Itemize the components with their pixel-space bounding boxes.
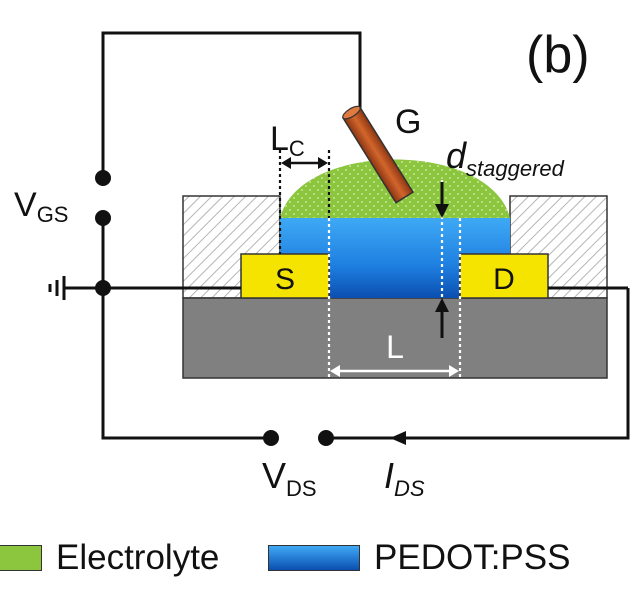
- vgs-label-main: V: [14, 186, 37, 224]
- vds-terminal-right: [318, 430, 334, 446]
- pedot-swatch: [268, 545, 360, 571]
- vgs-label-sub: GS: [37, 202, 69, 227]
- lc-label-sub: C: [289, 136, 305, 161]
- vds-terminal-left: [263, 430, 279, 446]
- vds-label-main: V: [262, 455, 286, 496]
- circuit-wires: [64, 31, 630, 440]
- electrolyte-swatch: [0, 545, 42, 571]
- ground-node: [95, 280, 111, 296]
- legend-pedot-label: PEDOT:PSS: [374, 538, 571, 577]
- legend-electrolyte-label: Electrolyte: [56, 538, 220, 577]
- lc-label-main: L: [270, 120, 289, 158]
- l-label: L: [386, 329, 404, 365]
- drain-label: D: [493, 263, 515, 296]
- legend-pedot: PEDOT:PSS: [268, 538, 570, 578]
- gate-electrode: [341, 105, 415, 204]
- lc-dotted-lines: [278, 150, 331, 254]
- d-staggered-label: dstaggered: [446, 135, 565, 181]
- lc-label: LC: [270, 120, 305, 161]
- legend-electrolyte: Electrolyte: [0, 538, 219, 578]
- vgs-label: VGS: [14, 186, 68, 227]
- ids-label: IDS: [384, 455, 425, 501]
- panel-label: (b): [526, 26, 590, 84]
- vds-label-sub: DS: [286, 476, 317, 501]
- l-dimension-arrow-icon: [330, 365, 459, 377]
- current-arrow-icon: [390, 431, 406, 445]
- ids-label-sub: DS: [394, 476, 425, 501]
- lc-dimension-arrow-icon: [281, 157, 328, 169]
- d-label-sub: staggered: [466, 156, 565, 181]
- vds-label: VDS: [262, 455, 317, 501]
- vgs-terminal-top: [95, 170, 111, 186]
- d-label-main: d: [446, 135, 467, 176]
- ground-icon: [48, 276, 66, 300]
- source-label: S: [275, 263, 295, 296]
- source-electrode: [240, 253, 330, 299]
- d-staggered-arrows-icon: [435, 182, 449, 338]
- ids-label-main: I: [384, 455, 394, 496]
- gate-label: G: [395, 103, 421, 141]
- vgs-terminal-bottom: [95, 210, 111, 226]
- drain-electrode: [459, 253, 549, 299]
